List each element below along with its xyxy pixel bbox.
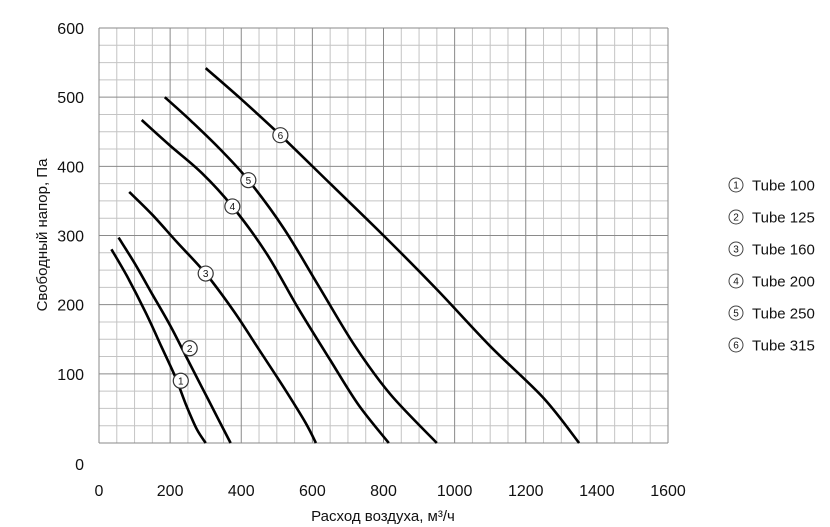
curve-3: [128, 190, 318, 444]
marker-number: 1: [178, 376, 184, 387]
curve-marker-6: 6: [272, 127, 289, 144]
legend-label: Tube 100: [752, 178, 815, 195]
legend-marker-number: 1: [733, 181, 739, 192]
curve-marker-5: 5: [240, 172, 257, 189]
marker-number: 4: [230, 202, 236, 213]
legend-item: 1 Tube 100: [728, 177, 815, 195]
legend-marker-circle: [728, 305, 744, 321]
legend-item: 3 Tube 160: [728, 241, 815, 259]
legend-item: 5 Tube 250: [728, 305, 815, 323]
marker-number: 2: [187, 344, 193, 355]
x-tick-label: 400: [228, 483, 255, 500]
legend-marker-number: 3: [733, 245, 739, 256]
legend-marker-circle: [728, 177, 744, 193]
y-tick-label: 400: [57, 159, 84, 176]
x-tick-label: 1200: [508, 483, 544, 500]
legend-marker-circle: [728, 337, 744, 353]
marker-circle: [272, 127, 289, 144]
legend-marker-number: 2: [733, 213, 739, 224]
y-tick-label: 0: [75, 457, 84, 474]
x-axis-label: Расход воздуха, м³/ч: [311, 508, 455, 525]
curve-marker-1: 1: [172, 372, 189, 389]
x-tick-label: 1400: [579, 483, 615, 500]
marker-circle: [172, 372, 189, 389]
y-axis-label: Свободный напор, Па: [34, 158, 51, 311]
legend-marker-number: 4: [733, 277, 739, 288]
legend-label: Tube 125: [752, 210, 815, 227]
legend: 1 Tube 100 2 Tube 125 3 Tube 160 4 Tube 200 5 Tub…: [728, 177, 815, 355]
legend-item: 2 Tube 125: [728, 209, 815, 227]
curve-marker-2: 2: [181, 340, 198, 357]
curve-2: [117, 236, 232, 444]
marker-number: 5: [246, 176, 252, 187]
marker-circle: [197, 265, 214, 282]
x-tick-label: 1600: [650, 483, 686, 500]
y-tick-label: 100: [57, 367, 84, 384]
legend-marker-circle: [728, 209, 744, 225]
x-tick-label: 1000: [437, 483, 473, 500]
legend-label: Tube 200: [752, 274, 815, 291]
legend-item: 6 Tube 315: [728, 337, 815, 355]
marker-circle: [181, 340, 198, 357]
y-tick-labels: 0 100 200 300 400 500 600: [57, 21, 84, 474]
curve-marker-3: 3: [197, 265, 214, 282]
legend-label: Tube 315: [752, 338, 815, 355]
marker-number: 3: [203, 269, 209, 280]
legend-marker-number: 6: [733, 341, 739, 352]
curve-4: [140, 119, 390, 444]
y-tick-label: 600: [57, 21, 84, 38]
legend-label: Tube 160: [752, 242, 815, 259]
x-tick-label: 800: [370, 483, 397, 500]
curve-5: [163, 96, 438, 444]
curve-markers: 1 2 3 4 5 6: [172, 127, 289, 389]
legend-marker-circle: [728, 241, 744, 257]
legend-marker-circle: [728, 273, 744, 289]
marker-circle: [240, 172, 257, 189]
curve-marker-4: 4: [224, 198, 241, 215]
legend-marker-number: 5: [733, 309, 739, 320]
marker-circle: [224, 198, 241, 215]
curve-1: [110, 248, 207, 444]
x-tick-label: 600: [299, 483, 326, 500]
y-tick-label: 300: [57, 229, 84, 246]
x-tick-label: 0: [95, 483, 104, 500]
x-tick-label: 200: [157, 483, 184, 500]
marker-number: 6: [278, 131, 284, 142]
y-tick-label: 200: [57, 298, 84, 315]
curves: [110, 67, 581, 444]
legend-label: Tube 250: [752, 306, 815, 323]
y-tick-label: 500: [57, 90, 84, 107]
legend-item: 4 Tube 200: [728, 273, 815, 291]
curve-6: [204, 67, 581, 444]
x-tick-labels: 0 200 400 600 800 1000 1200 1400 1600: [95, 483, 686, 500]
